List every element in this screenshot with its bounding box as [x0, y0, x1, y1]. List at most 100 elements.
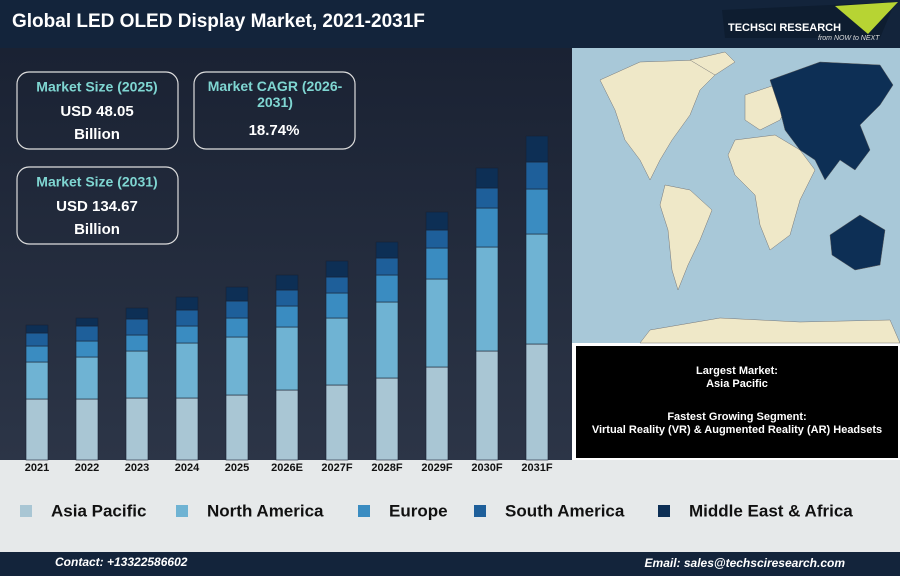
- bar-segment: [325, 260, 349, 278]
- bar-segment: [425, 247, 449, 280]
- legend-label: South America: [505, 501, 625, 520]
- bar-segment: [75, 398, 99, 461]
- bar-segment: [175, 296, 199, 311]
- footer: [0, 552, 900, 576]
- bar-segment: [325, 317, 349, 386]
- bar-segment: [75, 317, 99, 327]
- kpi-value: USD 134.67: [56, 198, 138, 215]
- bar-segment: [25, 345, 49, 363]
- bar-segment: [525, 233, 549, 345]
- logo: TECHSCI RESEARCH: [728, 22, 841, 34]
- bar-segment: [225, 286, 249, 302]
- info-value: Asia Pacific: [706, 378, 768, 390]
- bar-segment: [425, 278, 449, 368]
- bar-segment: [125, 307, 149, 320]
- bar-segment: [425, 211, 449, 231]
- bar-segment: [325, 292, 349, 319]
- kpi-value: 18.74%: [249, 122, 300, 139]
- info-label: Largest Market:: [696, 365, 778, 377]
- x-tick-label: 2031F: [521, 462, 552, 474]
- bar-segment: [225, 394, 249, 461]
- bar-segment: [75, 340, 99, 358]
- kpi-box: [193, 71, 356, 150]
- kpi-label-wrap: Market CAGR (2026-2031): [207, 78, 343, 110]
- bar-segment: [475, 246, 499, 352]
- antarctica: [639, 317, 900, 344]
- legend-swatch: [474, 505, 486, 517]
- x-tick-label: 2026E: [271, 462, 303, 474]
- legend-label: Europe: [389, 501, 448, 520]
- legend-swatch: [20, 505, 32, 517]
- australia: [829, 214, 886, 271]
- x-tick-label: 2022: [75, 462, 99, 474]
- bar-segment: [175, 325, 199, 344]
- bar-segment: [475, 207, 499, 248]
- bar-segment: [375, 257, 399, 276]
- legend-label: North America: [207, 501, 324, 520]
- x-tick-label: 2021: [25, 462, 49, 474]
- bar-segment: [325, 276, 349, 294]
- plot: 2021 2022 2023 2024 2025 2026E 2027F 2028F 2029F…: [20, 135, 853, 520]
- axis-band: [0, 460, 572, 478]
- bar-segment: [475, 187, 499, 209]
- bar-segment: [375, 301, 399, 379]
- bar-segment: [225, 336, 249, 396]
- bar-segment: [125, 350, 149, 399]
- logo-mark: [835, 2, 898, 34]
- bar-segment: [525, 188, 549, 235]
- footer-email: Email: sales@techsciresearch.com: [645, 556, 846, 570]
- x-tick-label: 2027F: [321, 462, 352, 474]
- bar-segment: [25, 398, 49, 461]
- bar-segment: [125, 334, 149, 352]
- legend-swatch: [358, 505, 370, 517]
- bar-segment: [525, 343, 549, 461]
- bar-segment: [525, 135, 549, 163]
- x-tick-label: 2023: [125, 462, 149, 474]
- bar-segment: [475, 167, 499, 189]
- bar-segment: [375, 241, 399, 259]
- bar-segment: [175, 342, 199, 399]
- bar-segment: [475, 350, 499, 461]
- bar-segment: [75, 356, 99, 400]
- legend-label: Asia Pacific: [51, 501, 146, 520]
- kpi-label: Market Size (2031): [36, 174, 157, 190]
- kpi-box: [16, 71, 179, 150]
- bar-segment: [125, 397, 149, 461]
- x-tick-label: 2025: [225, 462, 249, 474]
- asia: [769, 61, 894, 181]
- africa: [727, 134, 816, 251]
- bar-segment: [275, 326, 299, 391]
- kpi-boxes: [16, 71, 356, 245]
- legend-label: Middle East & Africa: [689, 501, 853, 520]
- south-america: [659, 184, 713, 291]
- kpi-unit: Billion: [74, 126, 120, 143]
- kpi-unit: Billion: [74, 221, 120, 238]
- x-tick-label: 2024: [175, 462, 200, 474]
- logo-tagline: from NOW to NEXT: [818, 35, 880, 42]
- map: [572, 48, 900, 344]
- footer-contact: Contact: +13322586602: [55, 555, 188, 569]
- greenland: [689, 51, 736, 76]
- bar-segment: [375, 377, 399, 461]
- bar-segment: [25, 324, 49, 334]
- info-box: [576, 346, 898, 458]
- kpi-label: Market CAGR (2026-2031): [207, 78, 343, 110]
- bar-segment: [375, 274, 399, 303]
- bar-segment: [225, 300, 249, 319]
- legend-area: [572, 460, 900, 478]
- bar-segment: [75, 325, 99, 342]
- bar-segment: [125, 318, 149, 336]
- bar-segment: [425, 229, 449, 249]
- info-label: Fastest Growing Segment:: [667, 411, 806, 423]
- bar-segment: [25, 332, 49, 347]
- bar-segment: [325, 384, 349, 461]
- x-tick-label: 2029F: [421, 462, 452, 474]
- kpi-box: [16, 166, 179, 245]
- legend-area: [0, 478, 900, 552]
- x-tick-label: 2028F: [371, 462, 402, 474]
- bar-segment: [175, 397, 199, 461]
- x-tick-label: 2030F: [471, 462, 502, 474]
- bar-segment: [275, 305, 299, 328]
- legend-swatch: [658, 505, 670, 517]
